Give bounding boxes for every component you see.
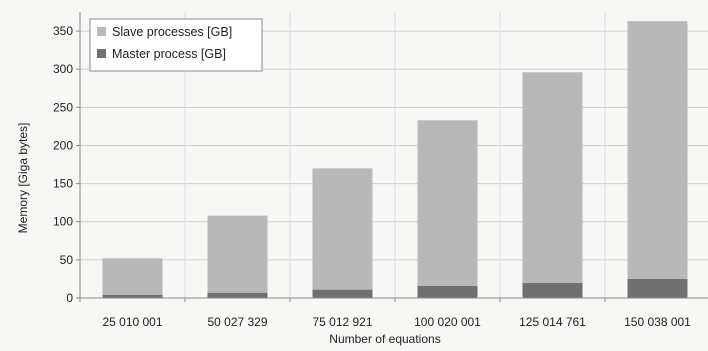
- y-tick-label: 350: [53, 24, 73, 38]
- legend-swatch: [97, 27, 106, 36]
- bar-master-process-gb: [102, 294, 163, 298]
- legend-box: [89, 18, 263, 72]
- x-axis-label: Number of equations: [329, 332, 440, 346]
- y-tick-label: 50: [60, 253, 74, 267]
- bar-master-process-gb: [417, 285, 478, 298]
- x-tick-label: 100 020 001: [414, 315, 481, 329]
- y-tick-label: 300: [53, 62, 73, 76]
- axes: 0 50 100 150 200 250 300 350 25 010 001 50 027 32…: [53, 12, 708, 329]
- bar-master-process-gb: [207, 292, 268, 298]
- y-tick-label: 150: [53, 177, 73, 191]
- x-tick-label: 50 027 329: [207, 315, 267, 329]
- bar-slave-processes-gb: [207, 215, 268, 293]
- bar-slave-processes-gb: [102, 258, 163, 295]
- bar-master-process-gb: [627, 278, 688, 298]
- legend-label: Slave processes [GB]: [112, 25, 232, 39]
- bar-master-process-gb: [312, 289, 373, 298]
- legend-label: Master process [GB]: [112, 47, 226, 61]
- bars: [102, 21, 688, 298]
- legend: Slave processes [GB] Master process [GB]: [89, 18, 263, 72]
- bar-slave-processes-gb: [627, 21, 688, 279]
- bar-slave-processes-gb: [312, 168, 373, 290]
- y-tick-label: 200: [53, 138, 73, 152]
- x-tick-label: 75 012 921: [312, 315, 372, 329]
- bar-slave-processes-gb: [522, 72, 583, 283]
- y-axis-label: Memory [Giga bytes]: [16, 123, 30, 234]
- y-tick-label: 100: [53, 215, 73, 229]
- y-tick-label: 250: [53, 100, 73, 114]
- bar-slave-processes-gb: [417, 120, 478, 286]
- x-tick-label: 150 038 001: [624, 315, 691, 329]
- legend-swatch: [97, 49, 106, 58]
- bar-master-process-gb: [522, 282, 583, 298]
- x-tick-label: 125 014 761: [519, 315, 586, 329]
- x-tick-label: 25 010 001: [102, 315, 162, 329]
- y-tick-label: 0: [66, 291, 73, 305]
